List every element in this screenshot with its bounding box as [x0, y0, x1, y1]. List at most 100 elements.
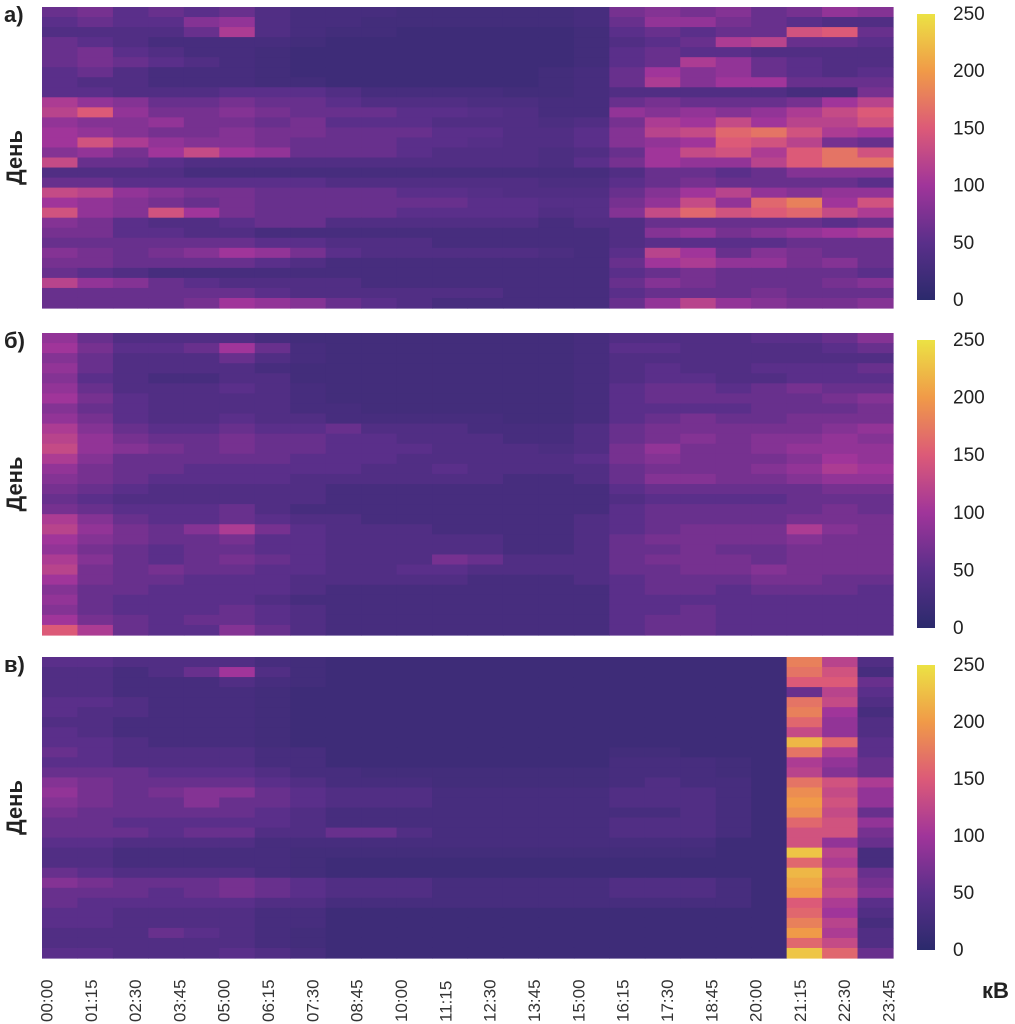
- heatmap-cell: [254, 524, 291, 535]
- heatmap-cell: [432, 57, 469, 68]
- heatmap-cell: [573, 937, 610, 949]
- heatmap-cell: [715, 544, 752, 556]
- heatmap-cell: [42, 927, 79, 939]
- heatmap-cell: [609, 927, 646, 939]
- heatmap-cell: [609, 37, 646, 48]
- heatmap-cell: [254, 267, 291, 279]
- heatmap-cell: [219, 413, 256, 425]
- heatmap-cell: [822, 117, 859, 128]
- heatmap-cell: [751, 157, 788, 169]
- heatmap-cell: [219, 267, 256, 279]
- heatmap-cell: [432, 157, 469, 169]
- heatmap-cell: [183, 534, 220, 545]
- heatmap-cell: [467, 27, 504, 38]
- heatmap-cell: [751, 247, 788, 259]
- heatmap-cell: [290, 87, 327, 98]
- heatmap-cell: [502, 737, 540, 748]
- heatmap-cell: [609, 297, 646, 309]
- heatmap-cell: [786, 697, 823, 708]
- heatmap-cell: [254, 167, 291, 179]
- heatmap-cell: [42, 937, 79, 949]
- heatmap-cell: [715, 807, 752, 819]
- heatmap-cell: [361, 667, 398, 678]
- heatmap-cell: [467, 277, 504, 289]
- heatmap-cell: [290, 217, 327, 229]
- heatmap-cell: [609, 947, 646, 959]
- colorbar-tick-label: 200: [953, 712, 985, 733]
- heatmap-cell: [361, 57, 398, 68]
- x-tick-label: 11:15: [436, 981, 455, 1022]
- heatmap-cell: [254, 717, 291, 728]
- heatmap-cell: [219, 807, 256, 819]
- heatmap-cell: [325, 807, 362, 819]
- heatmap-cell: [715, 767, 752, 778]
- heatmap-cell: [396, 333, 433, 344]
- heatmap-cell: [822, 604, 859, 616]
- heatmap-cell: [148, 887, 185, 899]
- heatmap-cell: [432, 817, 469, 829]
- heatmap-cell: [432, 554, 469, 566]
- heatmap-cell: [148, 937, 185, 949]
- heatmap-cell: [502, 807, 540, 819]
- heatmap-cell: [573, 413, 610, 425]
- heatmap-cell: [219, 747, 256, 758]
- heatmap-cell: [361, 237, 398, 249]
- heatmap-cell: [751, 107, 788, 118]
- x-tick-label: 15:00: [569, 979, 588, 1022]
- heatmap-cell: [290, 594, 327, 606]
- heatmap-cell: [325, 77, 362, 88]
- heatmap-cell: [751, 77, 788, 88]
- heatmap-cell: [77, 797, 114, 809]
- heatmap-cell: [432, 353, 469, 364]
- heatmap-cell: [573, 363, 610, 374]
- heatmap-cell: [219, 47, 256, 58]
- heatmap-cell: [42, 77, 79, 88]
- heatmap-cell: [751, 897, 788, 909]
- heatmap-cell: [183, 877, 220, 889]
- heatmap-cell: [112, 717, 149, 728]
- heatmap-cell: [609, 757, 646, 768]
- x-tick-label: 05:00: [215, 979, 234, 1022]
- heatmap-cell: [290, 187, 327, 199]
- heatmap-cell: [715, 727, 752, 738]
- heatmap-cell: [148, 453, 185, 465]
- heatmap-cell: [254, 57, 291, 68]
- colorbar-tick-label: 0: [953, 290, 964, 311]
- heatmap-cell: [609, 817, 646, 829]
- heatmap-cell: [538, 514, 575, 525]
- heatmap-cell: [219, 857, 256, 869]
- heatmap-cell: [680, 737, 717, 748]
- heatmap-cell: [857, 867, 894, 879]
- heatmap-cell: [502, 624, 540, 636]
- heatmap-cell: [112, 937, 149, 949]
- heatmap-cell: [112, 677, 149, 688]
- heatmap-cell: [42, 687, 79, 698]
- heatmap-cell: [183, 47, 220, 58]
- heatmap-cell: [573, 887, 610, 899]
- heatmap-cell: [432, 524, 469, 535]
- heatmap-cell: [77, 17, 114, 28]
- heatmap-cell: [112, 747, 149, 758]
- heatmap-cell: [786, 277, 823, 289]
- heatmap-cell: [502, 383, 540, 394]
- heatmap-cell: [325, 147, 362, 159]
- heatmap-cell: [751, 177, 788, 189]
- heatmap-cell: [432, 514, 469, 525]
- heatmap-cell: [77, 383, 114, 394]
- heatmap-cell: [325, 277, 362, 289]
- heatmap-cell: [751, 494, 788, 505]
- heatmap-cell: [254, 37, 291, 48]
- heatmap-cell: [538, 423, 575, 435]
- heatmap-cell: [254, 413, 291, 425]
- heatmap-cell: [538, 27, 575, 38]
- x-tick-label: 23:45: [880, 979, 899, 1022]
- heatmap-cell: [715, 917, 752, 929]
- heatmap-cell: [396, 747, 433, 758]
- heatmap-cell: [609, 473, 646, 485]
- heatmap-cell: [822, 7, 859, 18]
- heatmap-cell: [290, 747, 327, 758]
- heatmap-cell: [219, 534, 256, 545]
- heatmap-cell: [112, 777, 149, 789]
- heatmap-cell: [325, 777, 362, 789]
- heatmap-cell: [290, 257, 327, 269]
